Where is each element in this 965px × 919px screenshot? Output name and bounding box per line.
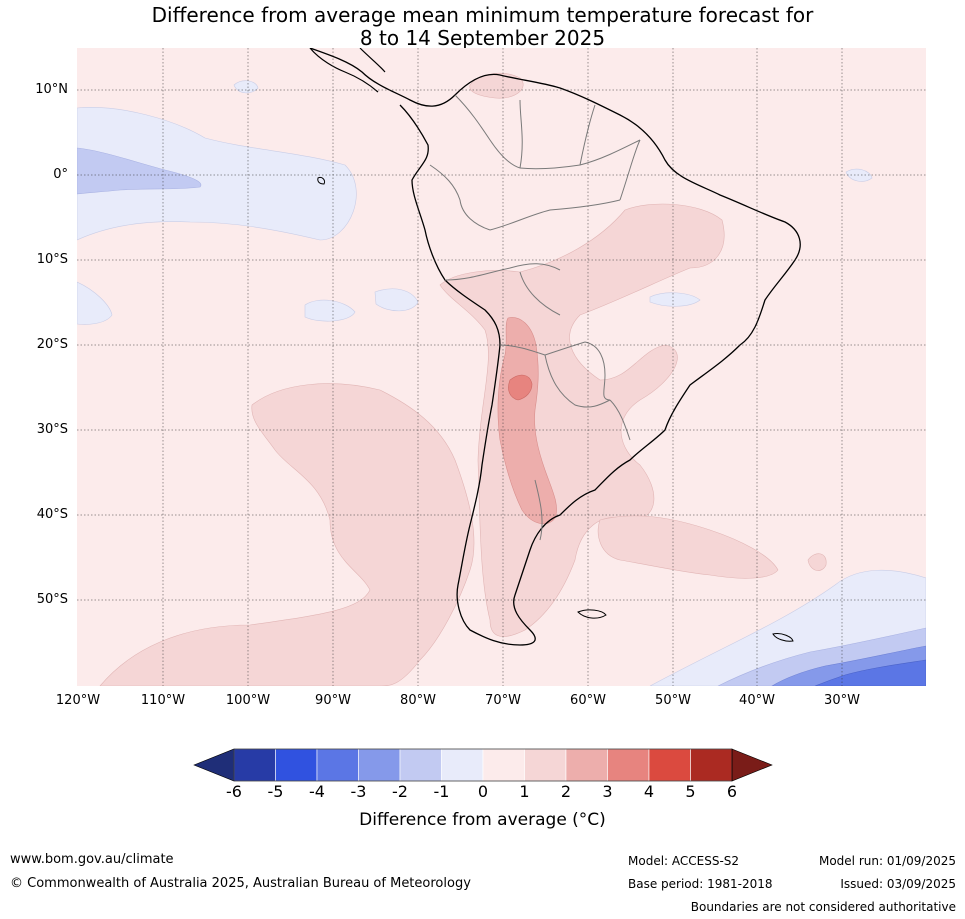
lat-label-0: 0° [53,167,68,182]
anomaly-region-warm-pacific [99,383,475,686]
colorbar-tick-label: -6 [226,782,242,801]
lat-label-40s: 40°S [36,507,68,522]
colorbar-cell [441,748,484,782]
map-title: Difference from average mean minimum tem… [0,4,965,50]
anomaly-region-cool-pacific-core [77,147,202,195]
lon-label-30w: 30°W [824,693,860,708]
colorbar-tick-label: -3 [350,782,367,801]
anomaly-region-warm-core [508,374,533,401]
lon-label-120w: 120°W [55,693,101,708]
south-america-coastline [309,48,801,646]
island [317,177,325,185]
anomaly-region-warm-atlantic [597,515,779,579]
colorbar-tick-label: 3 [602,782,613,801]
colorbar-cells [233,748,733,782]
footer-model: Model: ACCESS-S2 [628,854,740,868]
colorbar-tick-label: -4 [309,782,325,801]
lat-label-10n: 10°N [35,82,68,97]
lon-label-70w: 70°W [485,693,521,708]
lat-label-30s: 30°S [36,422,68,437]
lat-label-50s: 50°S [36,592,68,607]
footer-base-period: Base period: 1981-2018 [628,877,773,891]
colorbar-cell [482,748,525,782]
colorbar-tick-label: 0 [477,782,489,801]
lon-label-90w: 90°W [315,693,351,708]
anomaly-region-cool-atlantic-core [814,659,926,686]
central-america-coastline [309,48,386,93]
colorbar-cell [690,748,733,782]
lon-label-110w: 110°W [140,693,186,708]
colorbar-tick-label: 4 [643,782,655,801]
footer-copyright: © Commonwealth of Australia 2025, Austra… [10,876,471,891]
graticule [77,48,926,686]
anomaly-region-cool-small [845,168,873,182]
footer-website: www.bom.gov.au/climate [10,852,174,867]
colorbar-cell [233,748,276,782]
colorbar-cell [399,748,442,782]
colorbar-cell [648,748,691,782]
anomaly-region-cool-small [304,299,356,322]
colorbar [193,748,773,782]
lon-label-50w: 50°W [655,693,691,708]
colorbar-tick-label: -2 [392,782,408,801]
anomaly-region-cool-pacific [77,107,357,241]
colorbar-cell [607,748,650,782]
anomaly-region-warm-andes [497,317,557,525]
anomaly-region-cool-small [649,292,701,307]
footer-issued: Issued: 03/09/2025 [840,877,956,891]
anomaly-region-warm-continent [439,203,725,637]
colorbar-cell [524,748,567,782]
colorbar-tick-label: -1 [433,782,450,801]
lat-label-20s: 20°S [36,337,68,352]
lat-label-10s: 10°S [36,252,68,267]
anomaly-region-warm-small [807,553,827,571]
colorbar-cell [316,748,359,782]
lon-label-80w: 80°W [400,693,436,708]
anomaly-region-cool-small [374,288,419,312]
colorbar-cell [275,748,318,782]
lon-label-100w: 100°W [225,693,271,708]
colorbar-tick-label: 5 [685,782,696,801]
colorbar-tick-label: 6 [726,782,738,801]
colorbar-label: Difference from average (°C) [359,810,606,830]
title-line-2: 8 to 14 September 2025 [359,26,606,50]
title-line-1: Difference from average mean minimum tem… [151,3,814,27]
lon-label-60w: 60°W [570,693,606,708]
colorbar-tick-label: 2 [560,782,572,801]
island [772,633,794,642]
footer-disclaimer: Boundaries are not considered authoritat… [690,900,956,914]
colorbar-tick-label: 1 [519,782,530,801]
colorbar-under-arrow [193,748,235,782]
anomaly-region-warm-north [469,72,524,99]
colorbar-over-arrow [731,748,773,782]
colorbar-tick-label: -5 [267,782,284,801]
colorbar-cell [565,748,608,782]
lon-label-40w: 40°W [739,693,775,708]
country-borders [429,94,641,541]
anomaly-region-cool-small [77,281,113,325]
colorbar-cell [358,748,401,782]
colorbar-frame [233,748,733,782]
footer-model-run: Model run: 01/09/2025 [818,854,956,868]
island [577,609,607,619]
